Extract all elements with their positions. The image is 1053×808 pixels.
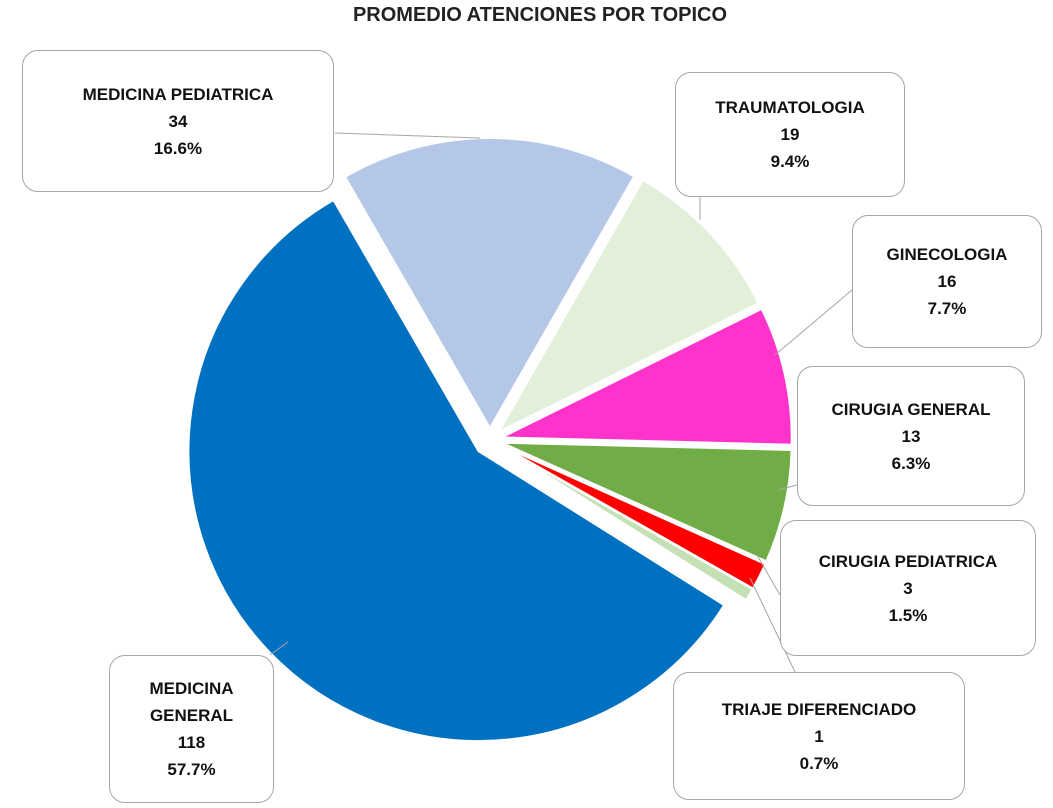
leader-line <box>269 641 289 656</box>
count-label: 118 <box>177 733 206 752</box>
pie-slice <box>501 441 793 563</box>
category-label: GINECOLOGIA <box>886 245 1008 264</box>
category-label: MEDICINA PEDIATRICA <box>82 84 274 104</box>
data-callout: MEDICINA GENERAL 118 57.7% <box>109 655 274 803</box>
percent-label: 7.7% <box>927 299 967 318</box>
percent-label: 6.3% <box>891 453 931 473</box>
leader-line <box>774 289 853 356</box>
count-label: 13 <box>901 426 921 446</box>
count-label: 19 <box>780 125 800 144</box>
leader-line <box>749 577 796 673</box>
leader-line <box>756 554 781 596</box>
category-label: CIRUGIA GENERAL <box>831 399 991 419</box>
pie-slice <box>343 137 636 431</box>
leader-line <box>777 484 798 491</box>
percent-label: 0.7% <box>799 753 839 773</box>
pie-slice <box>501 307 793 446</box>
percent-label: 16.6% <box>153 138 203 158</box>
count-label: 34 <box>168 111 188 131</box>
percent-label: 9.4% <box>770 152 810 171</box>
leader-line <box>334 132 481 139</box>
count-label: 1 <box>814 726 824 746</box>
count-label: 16 <box>937 272 957 291</box>
data-callout: CIRUGIA PEDIATRICA 3 1.5% <box>780 520 1036 656</box>
data-callout: MEDICINA PEDIATRICA 34 16.6% <box>22 50 334 192</box>
count-label: 3 <box>903 578 913 598</box>
data-callout: TRAUMATOLOGIA 19 9.4% <box>675 72 905 197</box>
pie-slice <box>499 445 754 602</box>
category-label: TRIAJE DIFERENCIADO <box>721 699 917 719</box>
chart-title: PROMEDIO ATENCIONES POR TOPICO <box>352 4 728 26</box>
data-callout: TRIAJE DIFERENCIADO 1 0.7% <box>673 672 965 800</box>
percent-label: 57.7% <box>167 760 216 779</box>
data-callout: CIRUGIA GENERAL 13 6.3% <box>797 366 1025 506</box>
category-label: MEDICINA GENERAL <box>149 679 234 725</box>
category-label: TRAUMATOLOGIA <box>715 98 865 117</box>
pie-slice <box>187 198 726 743</box>
data-callout: GINECOLOGIA 16 7.7% <box>852 215 1042 348</box>
pie-slice <box>496 178 761 435</box>
percent-label: 1.5% <box>888 605 928 625</box>
category-label: CIRUGIA PEDIATRICA <box>818 551 998 571</box>
